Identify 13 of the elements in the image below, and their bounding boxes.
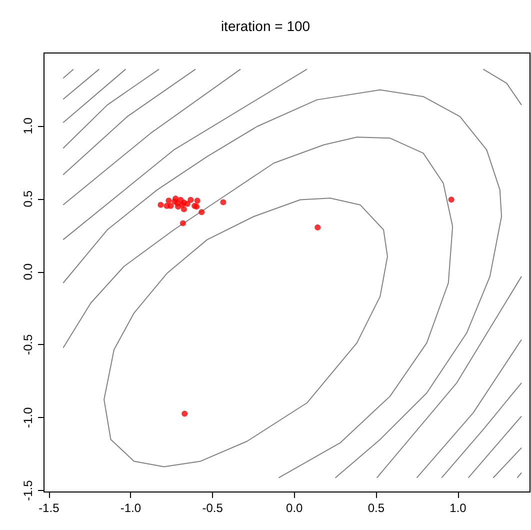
y-tick-label: -1.0	[21, 406, 35, 428]
x-tick-label: -0.5	[202, 501, 224, 515]
y-tick-label: 1.0	[21, 117, 35, 134]
y-tick-label: -0.5	[21, 334, 35, 356]
x-tick-label: -1.0	[120, 501, 142, 515]
x-tick-label: -1.5	[38, 501, 60, 515]
x-tick-label: 0.0	[286, 501, 304, 515]
y-tick-label: -1.5	[21, 480, 35, 501]
x-tick-label: 0.5	[368, 501, 385, 515]
y-tick-label: 0.0	[21, 263, 35, 280]
chart-title: iteration = 100	[220, 18, 310, 34]
y-tick-label: 0.5	[21, 190, 35, 208]
x-tick-label: 1.0	[450, 501, 467, 515]
